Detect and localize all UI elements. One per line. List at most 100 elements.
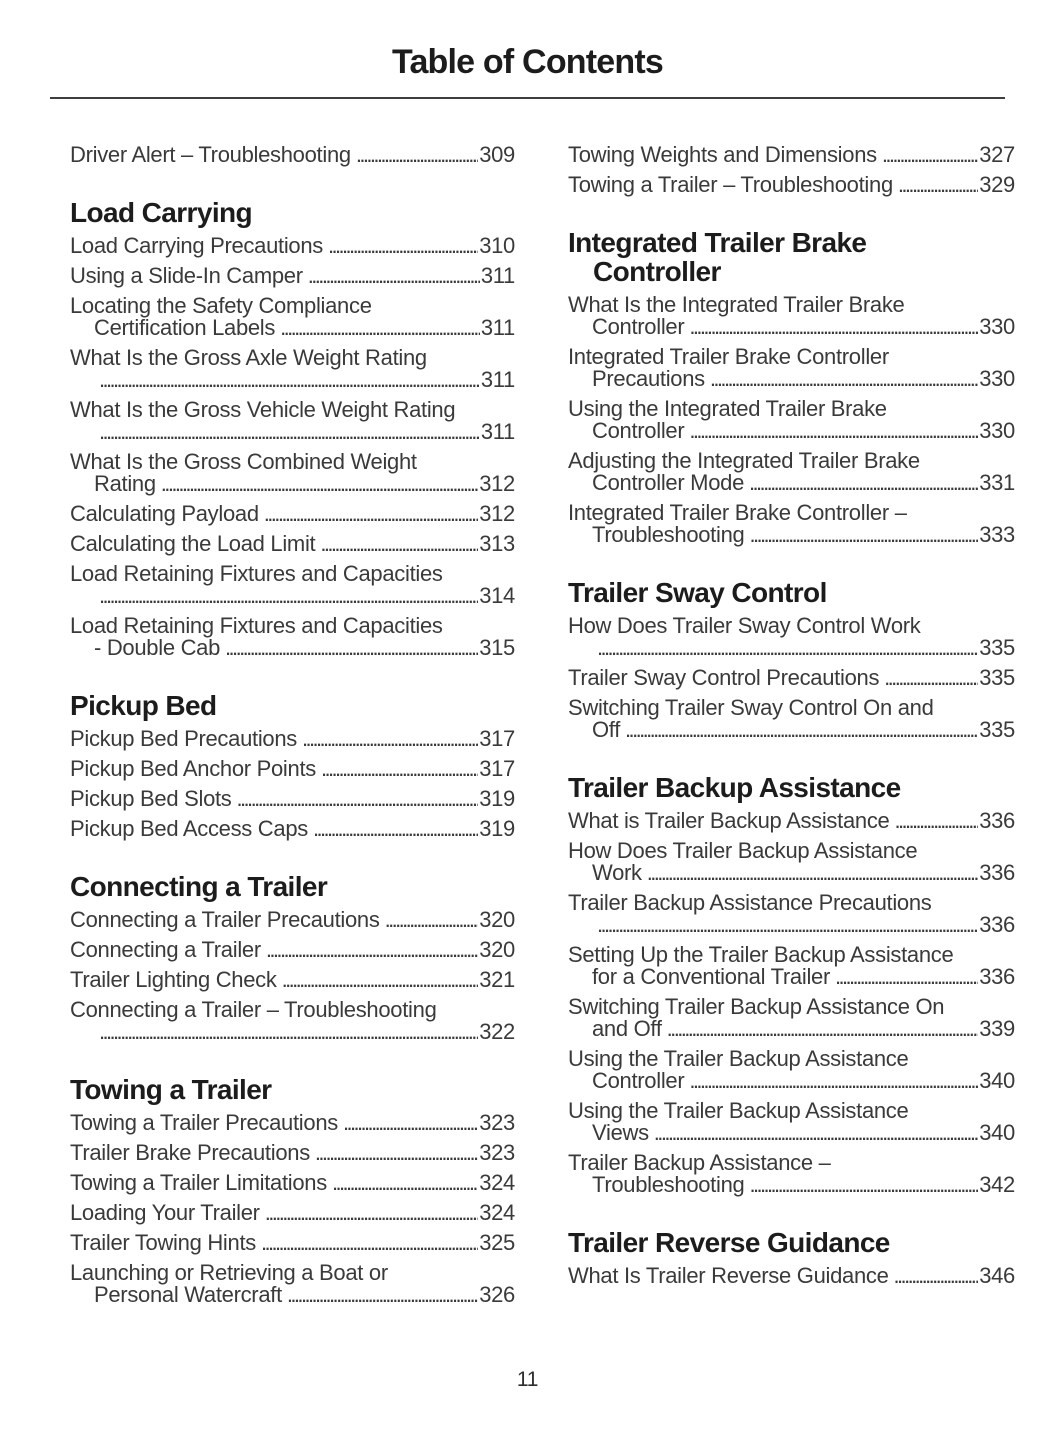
toc-entry-text: Calculating Payload xyxy=(70,501,259,526)
toc-entry: Towing a Trailer – Troubleshooting 329 xyxy=(568,174,1015,196)
toc-page-number: 311 xyxy=(480,263,515,288)
toc-entry: Calculating Payload 312 xyxy=(70,503,515,525)
toc-entry: Setting Up the Trailer Backup Assistance… xyxy=(568,944,1015,988)
toc-entry: Pickup Bed Anchor Points 317 xyxy=(70,758,515,780)
toc-entry-lastline: Pickup Bed Access Caps 319 xyxy=(70,818,515,840)
toc-page-number: 330 xyxy=(979,314,1015,339)
toc-section: Integrated Trailer Brake Controller What I… xyxy=(568,228,1015,546)
toc-entry-lastline: Towing a Trailer Precautions 323 xyxy=(70,1112,515,1134)
section-heading: Trailer Sway Control xyxy=(568,578,1015,607)
toc-entry-text: Rating xyxy=(94,471,156,496)
dot-leader xyxy=(302,728,478,750)
toc-entry: What Is Trailer Reverse Guidance 346 xyxy=(568,1265,1015,1287)
toc-page-number: 335 xyxy=(979,665,1015,690)
toc-entry: Connecting a Trailer 320 xyxy=(70,939,515,961)
dot-leader xyxy=(710,368,978,390)
toc-entry: Towing a Trailer Limitations 324 xyxy=(70,1172,515,1194)
toc-page-number: 319 xyxy=(479,816,515,841)
toc-entry: Load Retaining Fixtures and Capacities - … xyxy=(70,615,515,659)
dot-leader xyxy=(161,473,478,495)
dot-leader xyxy=(261,1232,478,1254)
toc-page-number: 329 xyxy=(979,172,1015,197)
toc-entry-lastline: Pickup Bed Anchor Points 317 xyxy=(70,758,515,780)
section-heading-line: Trailer Backup Assistance xyxy=(568,772,901,803)
toc-entry-line: Connecting a Trailer – Troubleshooting xyxy=(70,997,437,1022)
toc-section: Driver Alert – Troubleshooting 309 xyxy=(70,144,515,166)
toc-page-number: 311 xyxy=(480,367,515,392)
toc-column-left: Driver Alert – Troubleshooting 309 Load Ca… xyxy=(70,144,515,1314)
section-heading-line: Pickup Bed xyxy=(70,690,217,721)
title-divider xyxy=(50,97,1005,99)
toc-entry-text: Trailer Brake Precautions xyxy=(70,1140,310,1165)
toc-entry-text: What is Trailer Backup Assistance xyxy=(568,808,890,833)
toc-entry-lastline: Work 336 xyxy=(568,862,1015,884)
toc-entry-lastline: Pickup Bed Precautions 317 xyxy=(70,728,515,750)
dot-leader xyxy=(749,524,978,546)
toc-page-number: 322 xyxy=(479,1019,515,1044)
toc-page-number: 335 xyxy=(979,717,1015,742)
toc-entry: What Is the Gross Vehicle Weight Rating 3… xyxy=(70,399,515,443)
toc-entry: Trailer Backup Assistance – Troubleshooti… xyxy=(568,1152,1015,1196)
toc-page-number: 319 xyxy=(479,786,515,811)
section-heading: Load Carrying xyxy=(70,198,515,227)
dot-leader xyxy=(654,1122,978,1144)
toc-entry: Load Retaining Fixtures and Capacities 31… xyxy=(70,563,515,607)
toc-section: Trailer Reverse Guidance What Is Trailer … xyxy=(568,1228,1015,1287)
toc-entry-lastline: Precautions 330 xyxy=(568,368,1015,390)
toc-entry-lastline: Controller 330 xyxy=(568,316,1015,338)
toc-entry-lastline: What Is Trailer Reverse Guidance 346 xyxy=(568,1265,1015,1287)
toc-entry: Connecting a Trailer – Troubleshooting 32… xyxy=(70,999,515,1043)
section-heading: Trailer Reverse Guidance xyxy=(568,1228,1015,1257)
toc-entry-lastline: Troubleshooting 342 xyxy=(568,1174,1015,1196)
toc-entry-text: Pickup Bed Precautions xyxy=(70,726,297,751)
toc-entry-line: Load Retaining Fixtures and Capacities xyxy=(70,561,443,586)
toc-entry: Trailer Towing Hints 325 xyxy=(70,1232,515,1254)
toc-page-number: 311 xyxy=(480,419,515,444)
toc-page-number: 340 xyxy=(979,1068,1015,1093)
toc-entry-text: Towing a Trailer Limitations xyxy=(70,1170,327,1195)
toc-column-right: Towing Weights and Dimensions 327 Towing a… xyxy=(568,144,1015,1314)
dot-leader xyxy=(689,420,978,442)
toc-entry: How Does Trailer Sway Control Work 335 xyxy=(568,615,1015,659)
toc-entry-line: What Is the Gross Combined Weight xyxy=(70,449,417,474)
toc-entry-line: Switching Trailer Sway Control On and xyxy=(568,695,934,720)
toc-page-number: 323 xyxy=(479,1140,515,1165)
toc-entry-lastline: 322 xyxy=(70,1021,515,1043)
toc-entry: What is Trailer Backup Assistance 336 xyxy=(568,810,1015,832)
section-heading-line: Controller xyxy=(593,256,721,287)
toc-entry: Integrated Trailer Brake Controller – Tro… xyxy=(568,502,1015,546)
toc-entry-text: Loading Your Trailer xyxy=(70,1200,260,1225)
toc-entry-text: for a Conventional Trailer xyxy=(592,964,830,989)
toc-entry-lastline: Certification Labels 311 xyxy=(70,317,515,339)
toc-entry-lastline: Towing Weights and Dimensions 327 xyxy=(568,144,1015,166)
toc-entry: Calculating the Load Limit 313 xyxy=(70,533,515,555)
toc-entry: Towing a Trailer Precautions 323 xyxy=(70,1112,515,1134)
toc-entry-text: Using a Slide-In Camper xyxy=(70,263,303,288)
toc-entry: Locating the Safety Compliance Certificat… xyxy=(70,295,515,339)
toc-entry-lastline: Views 340 xyxy=(568,1122,1015,1144)
toc-entry-text: - Double Cab xyxy=(94,635,221,660)
toc-entry-lastline: Calculating the Load Limit 313 xyxy=(70,533,515,555)
toc-entry-lastline: - Double Cab 315 xyxy=(70,637,515,659)
toc-entry: What Is the Gross Axle Weight Rating 311 xyxy=(70,347,515,391)
toc-entry: Trailer Backup Assistance Precautions 336 xyxy=(568,892,1015,936)
dot-leader xyxy=(99,585,478,607)
toc-entry-line: Using the Integrated Trailer Brake xyxy=(568,396,887,421)
dot-leader xyxy=(689,1070,978,1092)
toc-entry-lastline: Load Carrying Precautions 310 xyxy=(70,235,515,257)
toc-entry-text: Precautions xyxy=(592,366,705,391)
toc-page-number: 323 xyxy=(479,1110,515,1135)
toc-entry-lastline: Loading Your Trailer 324 xyxy=(70,1202,515,1224)
dot-leader xyxy=(320,533,478,555)
toc-page-number: 312 xyxy=(479,471,515,496)
toc-page-number: 324 xyxy=(479,1170,515,1195)
dot-leader xyxy=(898,174,978,196)
toc-entry-line: What Is the Gross Vehicle Weight Rating xyxy=(70,397,456,422)
toc-entry-lastline: Trailer Sway Control Precautions 335 xyxy=(568,667,1015,689)
toc-entry: Using the Trailer Backup Assistance Views… xyxy=(568,1100,1015,1144)
toc-entry-line: What Is the Integrated Trailer Brake xyxy=(568,292,905,317)
dot-leader xyxy=(280,317,480,339)
dot-leader xyxy=(884,667,978,689)
toc-page-number: 311 xyxy=(480,315,515,340)
